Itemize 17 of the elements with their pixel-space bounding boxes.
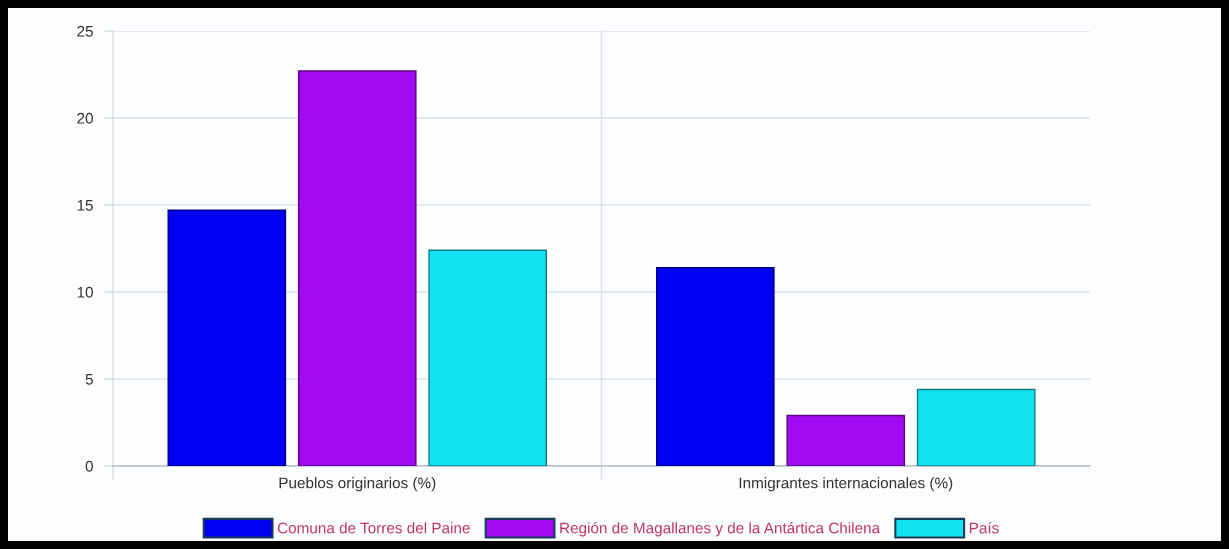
bar bbox=[428, 249, 547, 466]
y-tick-label: 5 bbox=[85, 374, 93, 385]
y-tick-label: 10 bbox=[77, 286, 93, 298]
y-tick-label: 25 bbox=[77, 25, 93, 37]
bar bbox=[656, 266, 775, 466]
y-tick-label: 20 bbox=[77, 112, 93, 124]
x-tick-label: Pueblos originarios (%) bbox=[279, 477, 436, 492]
x-tick-label: Inmigrantes internacionales (%) bbox=[739, 477, 953, 492]
legend-label: Región de Magallanes y de la Antártica Chilena bbox=[560, 522, 881, 537]
bar bbox=[916, 388, 1036, 466]
y-tick-label: 0 bbox=[85, 460, 93, 472]
bar bbox=[167, 209, 287, 466]
legend-label: Comuna de Torres del Paine bbox=[277, 522, 470, 534]
legend-label: País bbox=[969, 522, 999, 534]
y-tick-label: 15 bbox=[77, 200, 93, 211]
bar bbox=[786, 414, 906, 466]
bar bbox=[297, 70, 417, 466]
